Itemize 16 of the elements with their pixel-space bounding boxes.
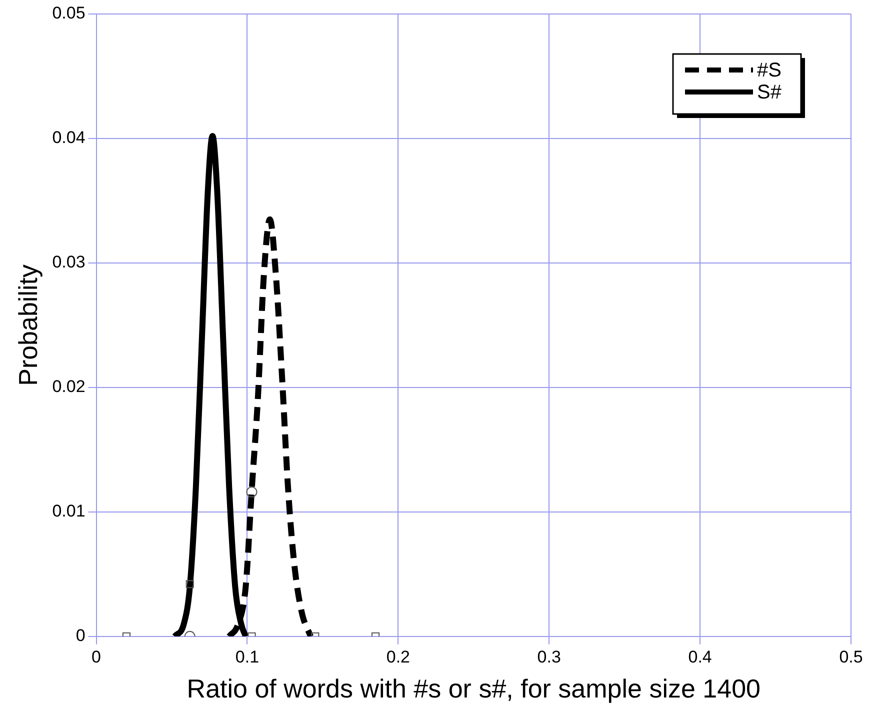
x-tick-label: 0.2 (386, 647, 410, 666)
y-tick-label: 0.03 (52, 252, 86, 272)
x-tick-label: 0.4 (688, 647, 712, 666)
x-axis-title: Ratio of words with #s or s#, for sample size 1400 (186, 674, 760, 704)
x-tick-label: 0 (92, 647, 102, 666)
y-tick-label: 0.04 (52, 128, 86, 148)
y-axis-title: Probability (12, 264, 43, 386)
legend-label: S# (757, 82, 782, 104)
y-tick-label: 0 (76, 626, 86, 646)
x-tick-label: 0.5 (839, 647, 863, 666)
x-tick-label: 0.3 (537, 647, 561, 666)
y-tick-label: 0.05 (52, 4, 86, 23)
y-tick-label: 0.02 (52, 377, 86, 396)
y-tick-label: 0.01 (52, 502, 86, 521)
x-tick-label: 0.1 (235, 647, 260, 666)
legend-label: #S (757, 60, 782, 82)
